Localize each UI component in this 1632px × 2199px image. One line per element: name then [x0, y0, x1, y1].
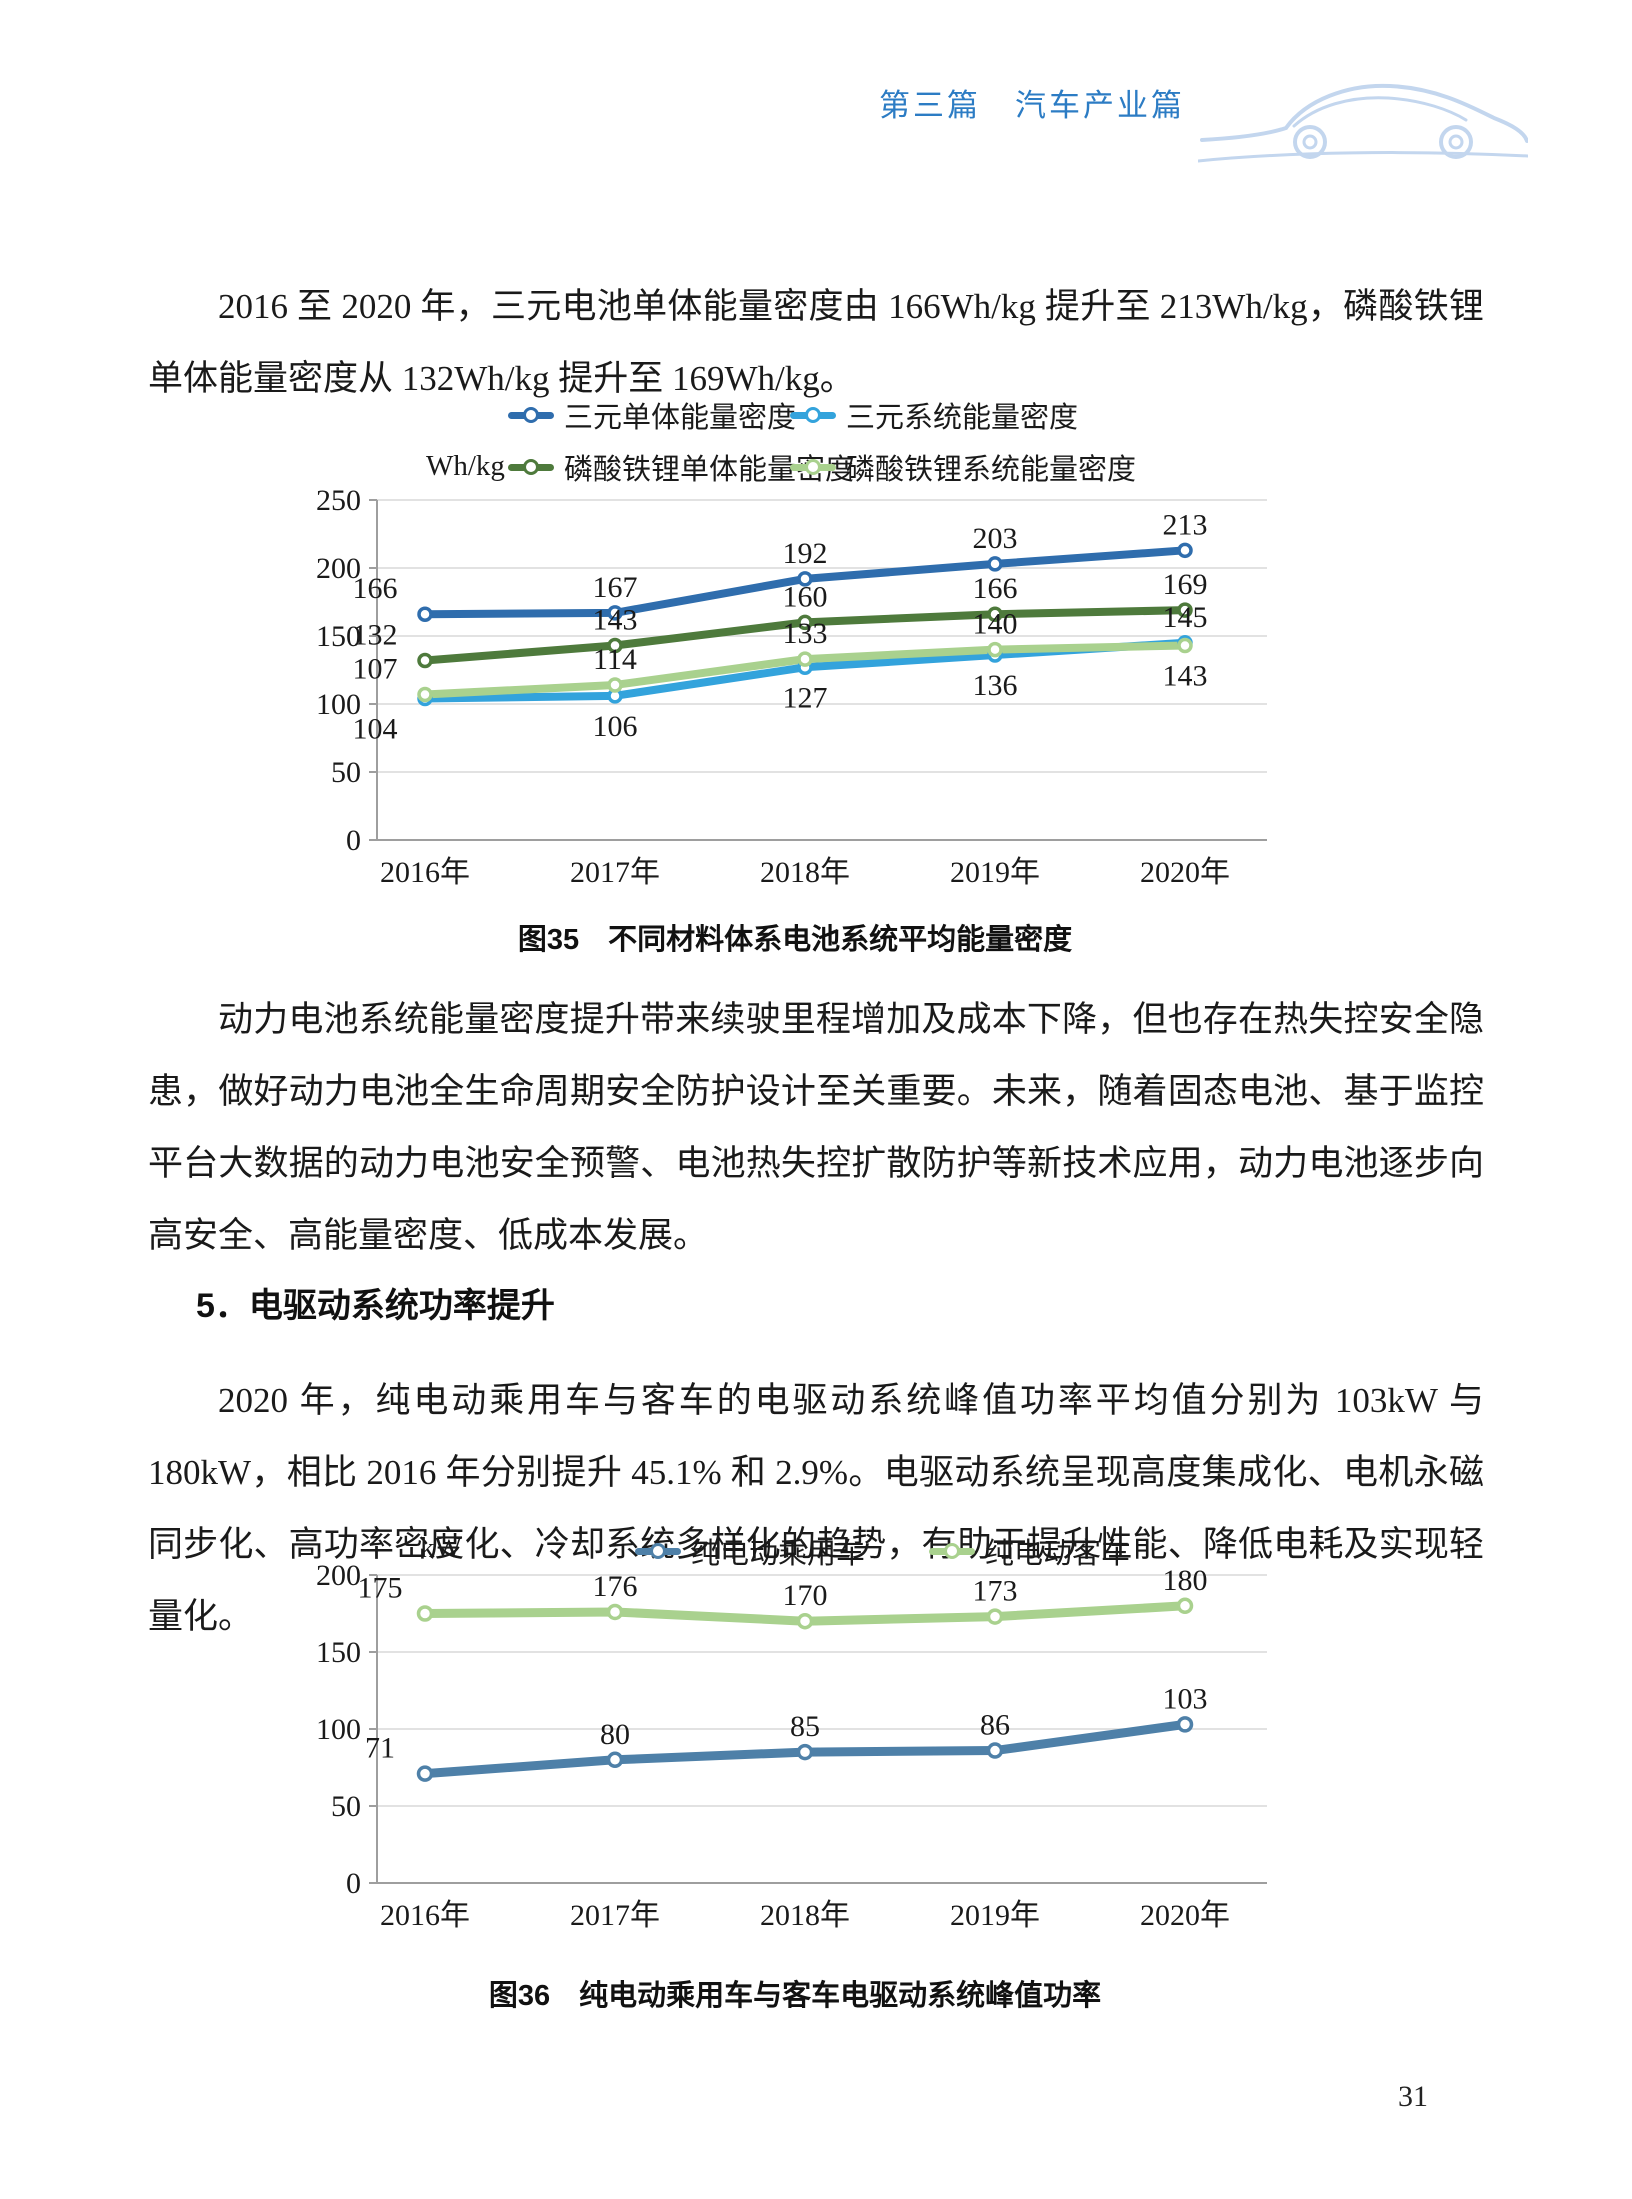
legend-item-bev-bus: 纯电动客车 [929, 1530, 1130, 1572]
legend-item-ternary-system: 三元系统能量密度 [790, 394, 1136, 436]
svg-text:2019年: 2019年 [950, 1899, 1040, 1932]
svg-text:136: 136 [973, 669, 1018, 702]
legend-line-marker [508, 459, 554, 475]
legend-dot [650, 1543, 666, 1559]
svg-text:180: 180 [1163, 1564, 1208, 1597]
legend-dot [805, 459, 821, 475]
legend-label: 纯电动乘用车 [691, 1538, 866, 1570]
page-number: 31 [1398, 2080, 1428, 2113]
legend-label: 纯电动客车 [985, 1538, 1131, 1570]
legend-label: 三元系统能量密度 [846, 402, 1079, 434]
chapter-header: 第三篇 汽车产业篇 [879, 88, 1185, 123]
figure36-line-chart: 0 50 100 150 200 2016年 2017年 2018年 2019年 2020年 71 8… [316, 1559, 1267, 1932]
svg-text:176: 176 [593, 1570, 638, 1603]
svg-text:145: 145 [1163, 601, 1208, 634]
paragraph-edrive-power: 2020 年，纯电动乘用车与客车的电驱动系统峰值功率平均值分别为 103kW 与… [148, 1381, 1484, 1636]
svg-text:0: 0 [346, 1867, 361, 1900]
legend-dot [944, 1543, 961, 1559]
svg-text:71: 71 [365, 1732, 395, 1765]
svg-text:213: 213 [1163, 508, 1208, 541]
figure35-caption: 图35 不同材料体系电池系统平均能量密度 [517, 924, 1073, 956]
figure35-legend: 三元单体能量密度 三元系统能量密度 磷酸铁锂单体能量密度 磷酸铁锂系统能量密度 [508, 394, 1136, 488]
legend-label: 三元单体能量密度 [564, 402, 797, 434]
legend-item-bev-passenger: 纯电动乘用车 [635, 1530, 865, 1572]
svg-text:170: 170 [783, 1579, 828, 1612]
svg-text:175: 175 [358, 1572, 403, 1605]
svg-text:50: 50 [331, 1790, 361, 1823]
svg-text:250: 250 [316, 484, 361, 517]
svg-text:2018年: 2018年 [760, 856, 850, 889]
svg-text:167: 167 [593, 571, 638, 604]
paragraph-battery-density: 2016 至 2020 年，三元电池单体能量密度由 166Wh/kg 提升至 2… [148, 287, 1484, 398]
svg-text:85: 85 [790, 1710, 820, 1743]
svg-text:107: 107 [353, 652, 398, 685]
svg-text:2020年: 2020年 [1140, 1899, 1230, 1932]
legend-line-marker [508, 407, 554, 423]
section-heading: 5．电驱动系统功率提升 [196, 1287, 555, 1325]
svg-text:86: 86 [980, 1709, 1010, 1742]
svg-text:143: 143 [1163, 660, 1208, 693]
car-outline-icon [1198, 83, 1528, 163]
legend-dot [523, 459, 539, 475]
svg-text:203: 203 [973, 522, 1018, 555]
legend-item-lfp-system: 磷酸铁锂系统能量密度 [790, 446, 1136, 488]
svg-text:200: 200 [316, 1559, 361, 1592]
figure35-y-unit: Wh/kg [426, 450, 505, 482]
svg-text:106: 106 [593, 710, 638, 743]
figure36-legend: 纯电动乘用车 纯电动客车 [635, 1530, 1130, 1572]
legend-dot [805, 407, 821, 423]
paragraph-battery-safety: 动力电池系统能量密度提升带来续驶里程增加及成本下降，但也存在热失控安全隐患，做好… [148, 1000, 1484, 1255]
svg-text:2016年: 2016年 [380, 1899, 470, 1932]
svg-text:169: 169 [1163, 568, 1208, 601]
figure36-caption: 图36 纯电动乘用车与客车电驱动系统峰值功率 [488, 1980, 1102, 2012]
svg-text:192: 192 [783, 537, 828, 570]
svg-text:173: 173 [973, 1575, 1018, 1608]
svg-text:150: 150 [316, 1636, 361, 1669]
svg-text:103: 103 [1163, 1682, 1208, 1715]
legend-line-marker [929, 1543, 976, 1559]
svg-text:104: 104 [353, 713, 398, 746]
legend-dot [523, 407, 539, 423]
legend-item-ternary-cell: 三元单体能量密度 [508, 394, 796, 436]
svg-text:80: 80 [600, 1718, 630, 1751]
svg-text:132: 132 [353, 618, 398, 651]
svg-text:166: 166 [353, 572, 398, 605]
svg-text:100: 100 [316, 1713, 361, 1746]
svg-text:166: 166 [973, 572, 1018, 605]
svg-text:127: 127 [783, 681, 828, 714]
legend-line-marker [790, 459, 836, 475]
svg-text:100: 100 [316, 688, 361, 721]
svg-text:140: 140 [973, 608, 1018, 641]
svg-text:133: 133 [783, 617, 828, 650]
svg-text:2018年: 2018年 [760, 1899, 850, 1932]
legend-line-marker [635, 1543, 681, 1559]
svg-text:50: 50 [331, 756, 361, 789]
svg-text:200: 200 [316, 552, 361, 585]
legend-line-marker [790, 407, 836, 423]
svg-text:2017年: 2017年 [570, 1899, 660, 1932]
legend-label: 磷酸铁锂系统能量密度 [846, 454, 1137, 486]
figure35-line-chart: 0 50 100 150 200 250 2016年 2017年 2018年 2019年 2020年… [316, 484, 1267, 889]
svg-text:2017年: 2017年 [570, 856, 660, 889]
svg-text:150: 150 [316, 620, 361, 653]
figure36-y-unit: kW [420, 1532, 462, 1564]
svg-text:0: 0 [346, 824, 361, 857]
svg-text:2020年: 2020年 [1140, 856, 1230, 889]
svg-text:2019年: 2019年 [950, 856, 1040, 889]
svg-text:2016年: 2016年 [380, 856, 470, 889]
svg-text:143: 143 [593, 604, 638, 637]
svg-text:160: 160 [783, 580, 828, 613]
svg-text:114: 114 [593, 643, 637, 676]
